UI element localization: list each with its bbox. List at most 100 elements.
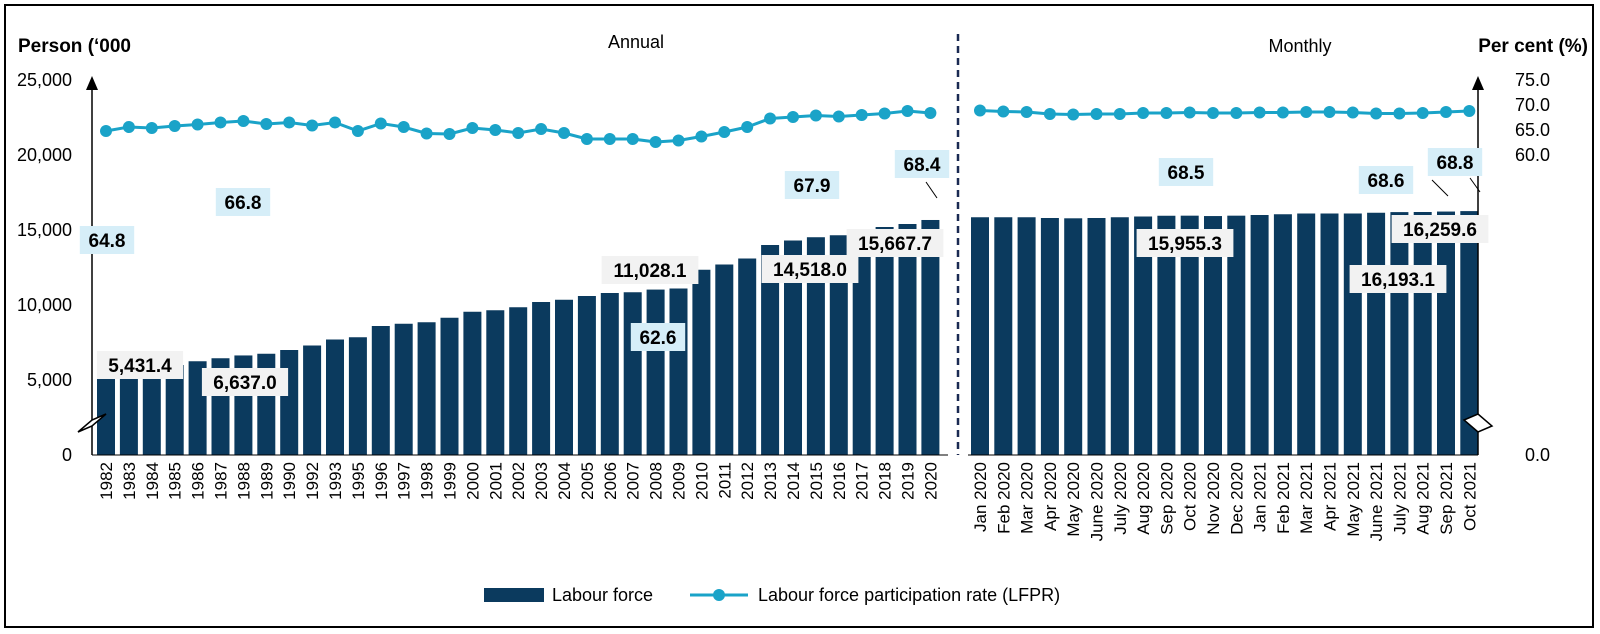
lfpr-value-label-box [630, 323, 686, 351]
bar-1984 [142, 367, 161, 455]
bar-nov-2020 [1204, 216, 1222, 455]
bar-sep-2021 [1437, 211, 1455, 455]
x-tick-label: 1999 [441, 462, 460, 500]
lfpr-value-label-box [1427, 148, 1483, 176]
lfpr-point-2018 [878, 107, 891, 120]
x-tick-label: 2003 [532, 462, 551, 500]
lfpr-point-2017 [855, 109, 868, 121]
left-axis-arrow [86, 76, 98, 90]
x-tick-label: Feb 2020 [994, 462, 1013, 534]
bar-2013 [761, 245, 780, 455]
bar-oct-2021 [1460, 211, 1479, 455]
axes-group: 0 5,000 10,000 15,000 20,000 25,000 0.0 60.0 65.… [17, 34, 1550, 541]
lfpr-point-jan-2021 [1253, 106, 1266, 119]
x-tick-label: 2016 [830, 462, 849, 500]
lfpr-point-mar-2021 [1300, 106, 1313, 118]
lfpr-point-2005 [580, 133, 593, 145]
bar-value-label-box [201, 368, 289, 396]
x-tick-label: 2018 [876, 462, 895, 500]
lfpr-point-1986 [191, 118, 204, 131]
lfpr-point-may-2021 [1346, 106, 1359, 119]
x-tick-label: Jan 2021 [1251, 462, 1270, 532]
bar-july-2020 [1110, 217, 1129, 455]
legend-label-labour-force: Labour force [552, 585, 653, 605]
x-tick-label: 2008 [647, 462, 666, 500]
lfpr-point-1988 [237, 115, 250, 127]
right-tick-label: 0.0 [1525, 445, 1550, 465]
x-tick-label: Apr 2021 [1321, 462, 1340, 531]
lfpr-point-1997 [397, 121, 410, 133]
lfpr-point-2002 [512, 127, 525, 139]
lfpr-point-june-2021 [1370, 107, 1383, 120]
bar-dec-2020 [1227, 215, 1246, 455]
lfpr-point-2014 [787, 111, 799, 123]
lfpr-sep-2021-leader-line [1431, 179, 1449, 197]
bar-feb-2021 [1273, 214, 1292, 455]
lfpr-point-apr-2020 [1043, 108, 1056, 120]
bar-2008 [646, 289, 665, 455]
lfpr-oct-2021-leader-line [1469, 177, 1481, 193]
data-labels-group: 5,431.4 6,637.0 11,028.1 14,518.0 15,667.7 15… [79, 148, 1489, 396]
x-tick-label: 1983 [120, 462, 139, 500]
bar-jan-2021 [1250, 215, 1269, 455]
lfpr-point-2007 [626, 133, 639, 145]
bar-2009 [669, 288, 688, 455]
lfpr-value-label-box [1158, 158, 1214, 186]
x-tick-label: 1984 [143, 462, 162, 500]
lfpr-point-july-2020 [1113, 108, 1126, 120]
bar-1998 [417, 322, 436, 455]
x-tick-label: Oct 2020 [1181, 462, 1200, 531]
x-tick-label: 1985 [166, 462, 185, 500]
bar-value-label-box [1349, 265, 1447, 293]
bar-value-label: 14,518.0 [773, 260, 847, 281]
x-tick-label: Dec 2020 [1227, 462, 1246, 535]
x-tick-label: 1990 [280, 462, 299, 500]
lfpr-point-2019 [901, 105, 914, 117]
lfpr-point-2001 [489, 124, 502, 136]
bar-june-2020 [1087, 218, 1106, 455]
lfpr-point-apr-2021 [1323, 106, 1336, 118]
x-tick-label: 1987 [212, 462, 231, 500]
bar-2020 [921, 219, 940, 455]
bar-value-label-box [1391, 215, 1489, 243]
x-tick-label: June 2021 [1367, 462, 1386, 541]
x-tick-label: 1995 [349, 462, 368, 500]
bar-1996 [371, 326, 390, 455]
bar-june-2021 [1367, 212, 1386, 455]
bar-value-label-box [96, 351, 184, 379]
x-tick-label: 2002 [509, 462, 528, 500]
section-label-annual: Annual [608, 32, 664, 52]
bar-2017 [852, 230, 871, 455]
lfpr-point-1995 [351, 125, 364, 137]
x-tick-label: June 2020 [1088, 462, 1107, 541]
bar-value-label-box [846, 229, 944, 257]
bar-value-label: 6,637.0 [213, 373, 276, 394]
lfpr-point-may-2020 [1067, 108, 1080, 121]
lfpr-point-2012 [741, 121, 754, 133]
lfpr-point-1982 [100, 125, 112, 137]
lfpr-point-2006 [603, 133, 616, 145]
lfpr-value-label: 68.6 [1368, 171, 1405, 192]
lfpr-line-monthly [979, 109, 1470, 117]
bar-jan-2020 [971, 217, 989, 455]
lfpr-point-2016 [832, 110, 845, 123]
lfpr-point-1990 [283, 116, 296, 129]
x-tick-label: Feb 2021 [1274, 462, 1293, 534]
bar-2004 [555, 299, 573, 455]
lfpr-value-label: 64.8 [89, 231, 126, 252]
left-tick-label: 10,000 [17, 295, 72, 315]
lfpr-point-2010 [695, 130, 708, 143]
bar-1990 [280, 350, 299, 455]
x-tick-label: 2007 [624, 462, 643, 500]
left-axis-break [77, 413, 107, 433]
right-tick-label: 65.0 [1515, 120, 1550, 140]
x-tick-label: 2000 [463, 462, 482, 500]
x-tick-label: 2015 [807, 462, 826, 500]
lfpr-point-july-2021 [1393, 107, 1406, 120]
lfpr-value-label-box [784, 171, 840, 199]
bar-2014 [784, 240, 802, 455]
bar-2003 [532, 302, 551, 455]
lfpr-value-label: 68.8 [1437, 153, 1474, 174]
lfpr-value-label: 62.6 [640, 328, 677, 349]
